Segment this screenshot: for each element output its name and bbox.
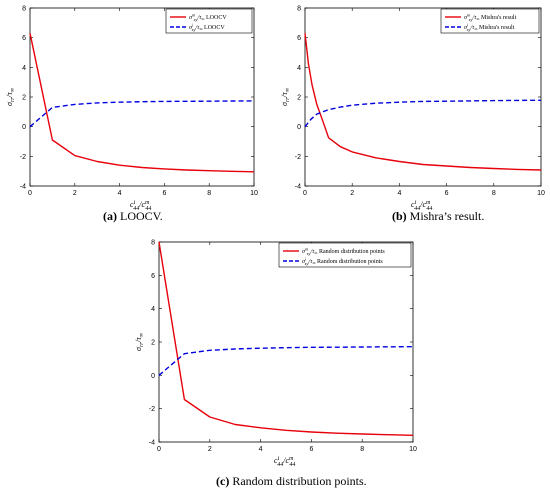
x-tick-label: 6	[445, 190, 449, 197]
caption-a-text: LOOCV.	[117, 209, 163, 223]
y-tick-label: 4	[151, 306, 155, 313]
y-axis-label: σrr/τ∞	[280, 87, 291, 106]
y-tick-label: 6	[151, 273, 155, 280]
x-tick-label: 10	[537, 190, 545, 197]
y-tick-label: 8	[22, 6, 26, 13]
series-line-inclusion	[29, 100, 255, 128]
x-tick-label: 10	[250, 190, 258, 197]
caption-b-letter: (b)	[392, 209, 407, 223]
series-line-matrix	[29, 33, 255, 173]
y-tick-label: 2	[22, 95, 26, 102]
x-tick-label: 6	[309, 446, 313, 453]
y-tick-label: 2	[297, 95, 301, 102]
caption-b: (b) Mishra’s result.	[392, 209, 484, 224]
x-tick-label: 8	[492, 190, 496, 197]
caption-c-text: Random distribution points.	[229, 474, 367, 488]
y-tick-label: 4	[297, 65, 301, 72]
caption-b-text: Mishra’s result.	[406, 209, 485, 223]
plot-frame	[158, 241, 414, 443]
x-axis-label: ci 44/cm 44	[130, 200, 151, 212]
x-tick-label: 4	[118, 190, 122, 197]
legend-entry: σm zy/τ∞ Mishra's result	[464, 13, 517, 23]
y-axis-label: σrr/τ∞	[5, 87, 16, 106]
plot-frame	[29, 7, 255, 187]
x-tick-label: 2	[350, 190, 354, 197]
legend-box	[165, 8, 253, 34]
caption-c-letter: (c)	[216, 474, 230, 488]
y-tick-label: 0	[297, 124, 301, 131]
y-tick-label: -2	[149, 406, 155, 413]
x-tick-label: 2	[73, 190, 77, 197]
x-axis-label: ci 44/cm 44	[411, 200, 432, 212]
series-line-inclusion	[304, 99, 542, 128]
x-tick-label: 2	[208, 446, 212, 453]
y-tick-label: -4	[295, 184, 301, 191]
series-line-inclusion	[158, 346, 414, 376]
y-tick-label: -4	[149, 440, 155, 447]
caption-a-letter: (a)	[103, 209, 117, 223]
y-tick-label: 0	[22, 124, 26, 131]
y-tick-label: 2	[151, 340, 155, 347]
y-tick-label: 6	[22, 35, 26, 42]
legend-box	[278, 242, 412, 268]
caption-a: (a) LOOCV.	[103, 209, 163, 224]
legend-entry: σm zy/τ∞ Random distribution points	[302, 247, 385, 257]
y-tick-label: 0	[151, 373, 155, 380]
x-tick-label: 0	[303, 190, 307, 197]
chart-panel-c: 0 2 4 6 8 10 -4 -2 0 2 4 6 8 ci 44/cm 44 σrr/τ∞ σm zy/τ∞ R…	[134, 240, 417, 469]
y-tick-label: 6	[297, 35, 301, 42]
x-tick-label: 4	[397, 190, 401, 197]
y-tick-label: 8	[151, 240, 155, 247]
x-tick-label: 6	[162, 190, 166, 197]
y-tick-label: 4	[22, 65, 26, 72]
x-tick-label: 0	[157, 446, 161, 453]
series-line-matrix	[304, 33, 542, 171]
chart-panel-b: 0 2 4 6 8 10 -4 -2 0 2 4 6 8 ci 44/cm 44 σrr/τ∞ σm zy/τ∞ M…	[280, 6, 545, 213]
legend-entry: σi zy/τ∞ LOOCV	[189, 23, 225, 33]
chart-panel-a: 0 2 4 6 8 10 -4 -2 0 2 4 6 8 ci 44/cm 44 σrr/τ∞ σm zy/τ∞ L…	[5, 6, 258, 213]
y-tick-label: -4	[20, 184, 26, 191]
x-tick-label: 8	[207, 190, 211, 197]
caption-c: (c) Random distribution points.	[216, 474, 367, 489]
legend-entry: σi zy/τ∞ Mishra's result	[464, 23, 515, 33]
series-line-matrix	[158, 241, 414, 436]
legend-box	[440, 8, 540, 34]
x-tick-label: 8	[360, 446, 364, 453]
x-tick-label: 0	[28, 190, 32, 197]
x-tick-label: 4	[259, 446, 263, 453]
legend-entry: σi zy/τ∞ Random distribution points	[302, 257, 383, 267]
x-tick-label: 10	[409, 446, 417, 453]
y-tick-label: -2	[295, 154, 301, 161]
y-tick-label: 8	[297, 6, 301, 13]
plot-frame	[304, 7, 542, 187]
y-axis-label: σrr/τ∞	[134, 332, 145, 351]
legend-entry: σm zy/τ∞ LOOCV	[189, 13, 227, 23]
x-axis-label: ci 44/cm 44	[274, 456, 295, 468]
y-tick-label: -2	[20, 154, 26, 161]
